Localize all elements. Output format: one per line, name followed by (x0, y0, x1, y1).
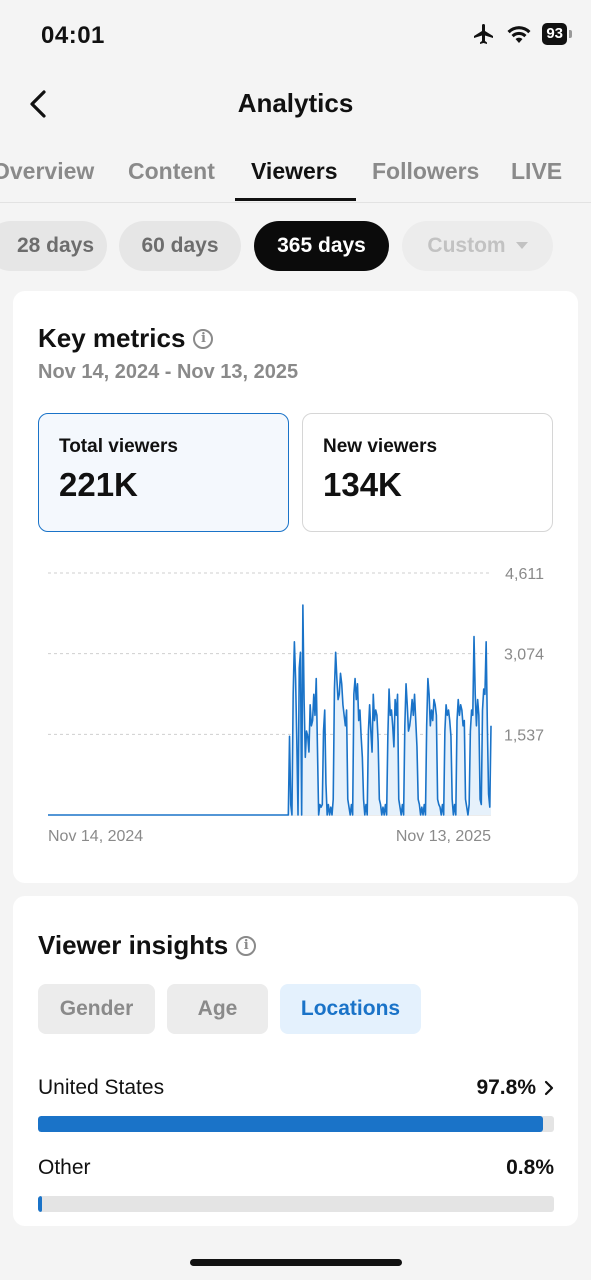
airplane-icon (474, 24, 494, 44)
viewer-insights-title: Viewer insights (38, 930, 229, 960)
tab-content[interactable]: Content (128, 158, 215, 184)
status-bar: 04:01 93 (0, 0, 591, 72)
location-percent: 0.8% (506, 1156, 554, 1180)
x-tick-label: Nov 14, 2024 (48, 828, 143, 845)
battery-indicator: 93 (542, 23, 572, 45)
info-icon[interactable]: i (193, 328, 214, 349)
location-bar-track (38, 1116, 554, 1132)
location-bar-fill (38, 1116, 543, 1132)
date-range-selector: 28 days 60 days 365 days Custom (0, 221, 591, 273)
range-60-days[interactable]: 60 days (119, 221, 241, 271)
key-metrics-title: Key metrics (38, 323, 186, 353)
y-tick-label: 3,074 (504, 647, 544, 664)
total-viewers-label: Total viewers (59, 436, 178, 457)
tab-followers[interactable]: Followers (372, 158, 480, 184)
location-name: United States (38, 1076, 165, 1099)
location-bar-track (38, 1196, 554, 1212)
tab-viewers[interactable]: Viewers (251, 158, 338, 184)
y-tick-label: 1,537 (504, 727, 544, 744)
series-area (48, 605, 491, 815)
chevron-left-icon (30, 90, 46, 118)
viewers-chart: 4,611 3,074 1,537 Nov 14, 2024 Nov 13, 2025 (48, 566, 544, 845)
y-tick-label: 4,611 (505, 566, 544, 583)
location-bar-fill (38, 1196, 43, 1212)
date-range-label: Nov 14, 2024 - Nov 13, 2025 (38, 361, 299, 383)
info-icon[interactable]: i (236, 935, 257, 956)
new-viewers-value: 134K (323, 466, 402, 503)
key-metrics-card: Key metrics i Nov 14, 2024 - Nov 13, 202… (13, 291, 578, 883)
segment-gender[interactable]: Gender (38, 984, 155, 1034)
tab-bar: Overview Content Viewers Followers LIVE (0, 140, 591, 203)
location-percent-value: 0.8% (506, 1156, 554, 1179)
segment-locations[interactable]: Locations (280, 984, 421, 1034)
status-icons: 93 (472, 22, 572, 46)
location-name: Other (38, 1156, 91, 1179)
viewer-insights-card: Viewer insights i Gender Age Locations U… (13, 896, 578, 1226)
location-percent-value: 97.8% (476, 1076, 536, 1099)
total-viewers-metric[interactable]: Total viewers 221K (38, 413, 289, 532)
range-custom-label: Custom (427, 234, 506, 257)
total-viewers-value: 221K (59, 466, 138, 503)
tab-live[interactable]: LIVE (511, 158, 563, 184)
new-viewers-label: New viewers (323, 436, 438, 457)
series-line (48, 604, 492, 816)
wifi-icon (507, 26, 531, 43)
location-percent: 97.8% (476, 1076, 554, 1100)
segment-age[interactable]: Age (167, 984, 268, 1034)
back-button[interactable] (18, 84, 58, 124)
x-tick-label: Nov 13, 2025 (396, 828, 491, 845)
key-metrics-heading: Key metrics i (38, 323, 214, 354)
viewer-insights-heading: Viewer insights i (38, 930, 257, 961)
new-viewers-metric[interactable]: New viewers 134K (302, 413, 553, 532)
range-365-days[interactable]: 365 days (254, 221, 389, 271)
active-tab-indicator (235, 198, 356, 201)
range-28-days[interactable]: 28 days (0, 221, 107, 271)
home-indicator (190, 1259, 402, 1266)
caret-down-icon (515, 242, 528, 249)
nav-bar: Analytics (0, 72, 591, 136)
status-time: 04:01 (41, 22, 105, 49)
page-title: Analytics (237, 88, 354, 118)
tab-overview[interactable]: Overview (0, 158, 95, 184)
chevron-right-icon (544, 1080, 554, 1096)
range-custom[interactable]: Custom (402, 221, 553, 271)
